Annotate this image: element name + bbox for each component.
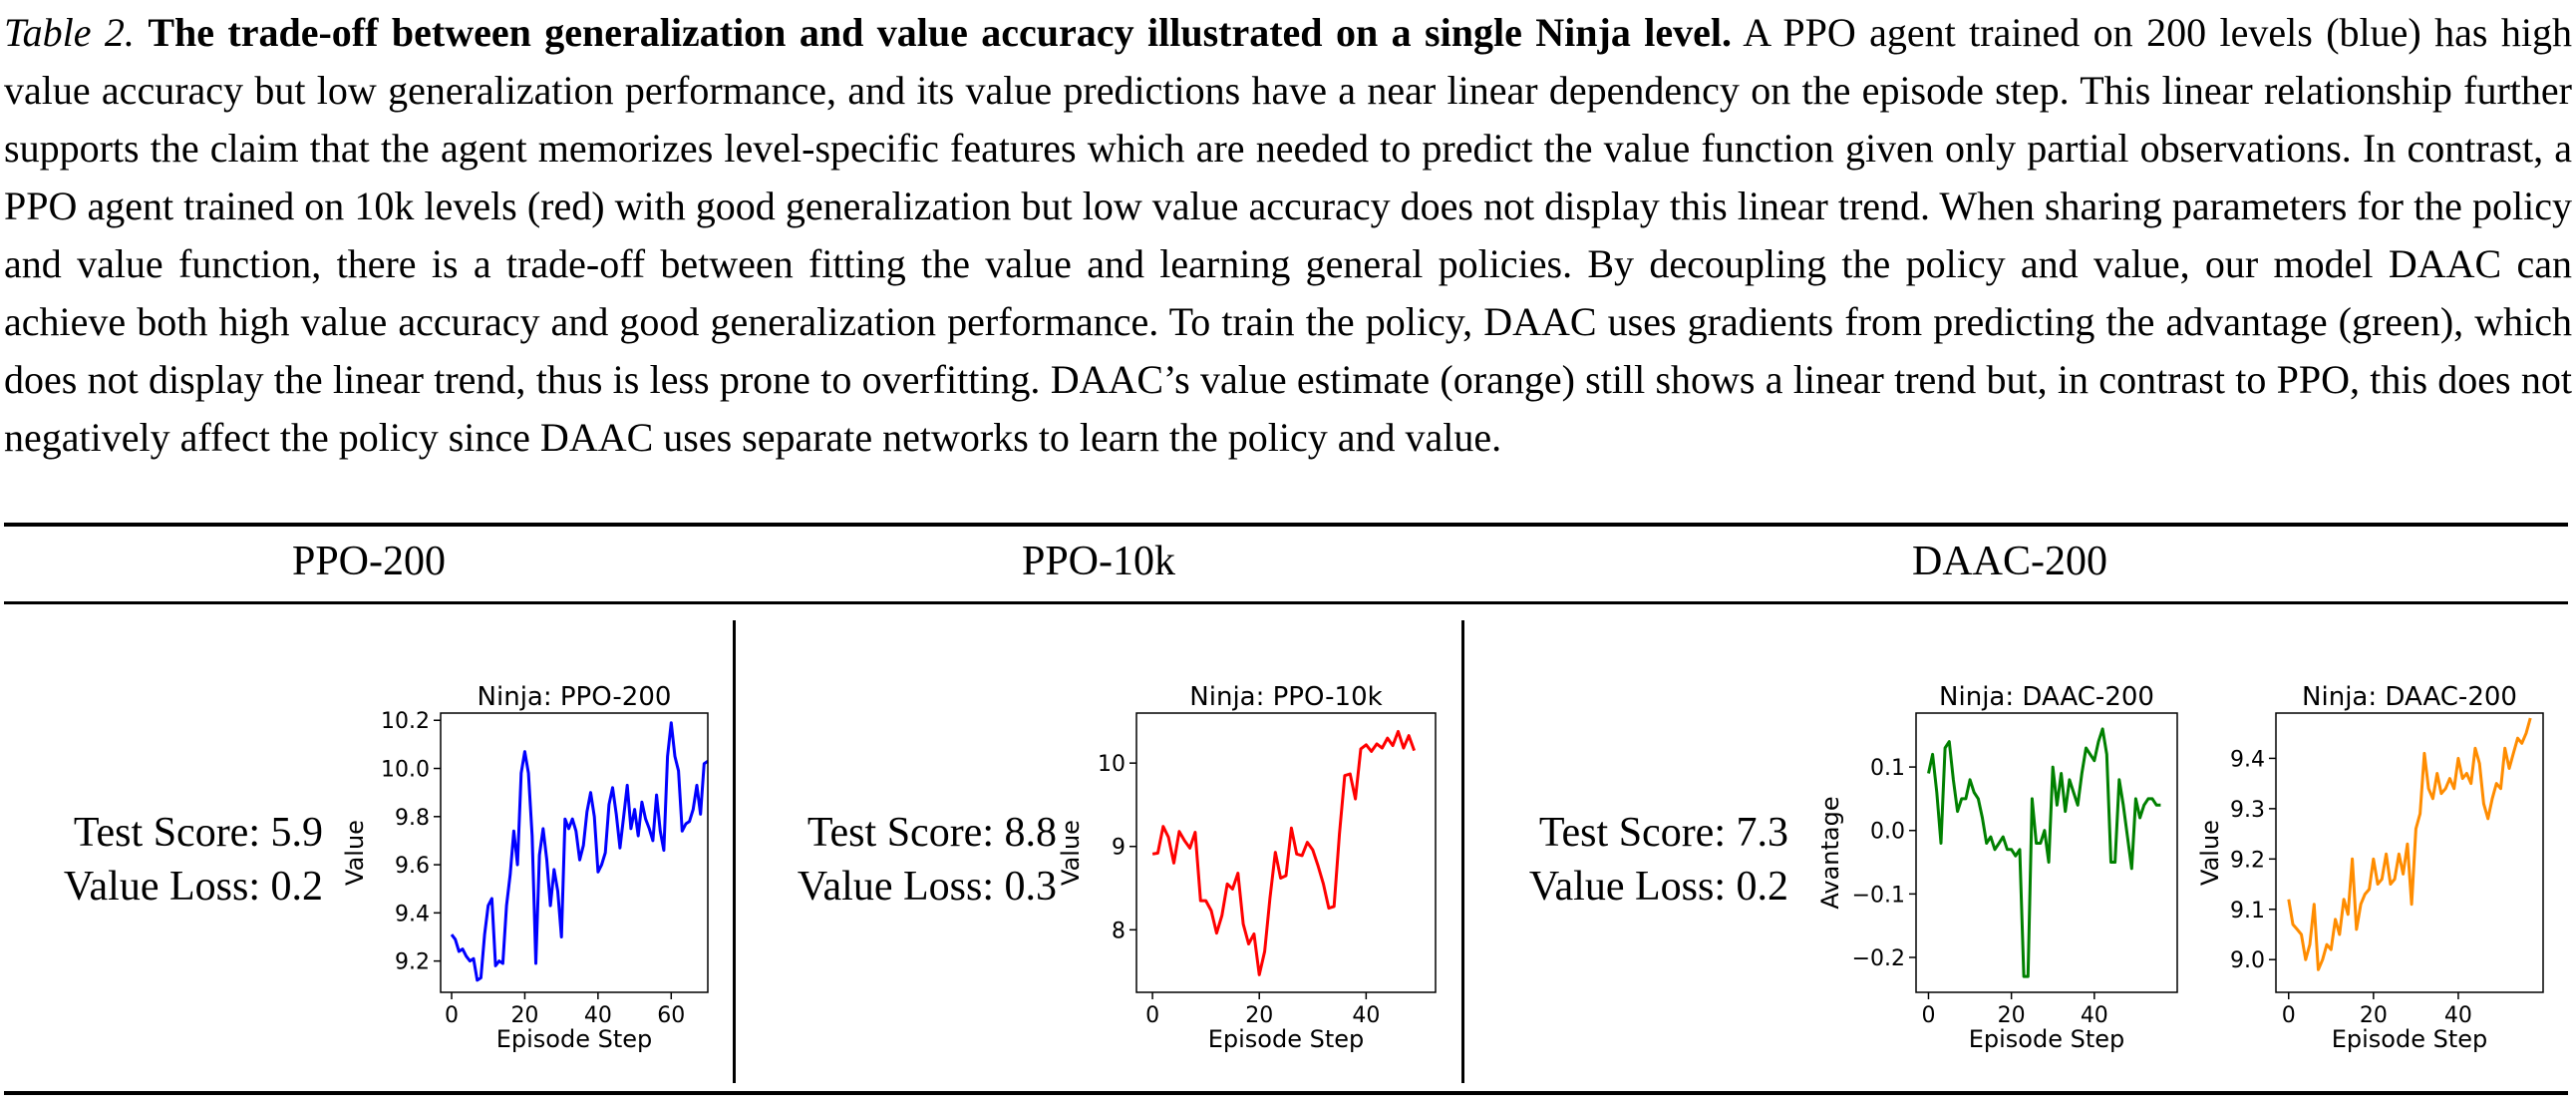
x-tick-label: 20 — [1998, 1003, 2026, 1028]
caption-title: The trade-off between generalization and… — [148, 10, 1732, 55]
y-tick-label: 9.4 — [2230, 747, 2265, 772]
y-axis-label: Value — [341, 820, 369, 886]
top-rule — [4, 523, 2568, 527]
ppo-200-chart: Ninja: PPO-200 0 20 40 60 9.2 9.4 9.6 9.8 10.0 10.… — [341, 682, 709, 1053]
series-line — [1151, 729, 1417, 976]
y-tick-label: 0.1 — [1870, 756, 1905, 781]
chart-title: Ninja: PPO-200 — [478, 682, 672, 712]
y-tick-label: 10 — [1098, 752, 1126, 777]
daac-200-value-chart: Ninja: DAAC-200 0 20 40 9.0 9.1 9.2 9.3 9.4 Episo… — [2196, 682, 2544, 1053]
y-tick-label: 9.6 — [395, 854, 430, 879]
y-tick-label: 9.2 — [2230, 848, 2265, 873]
test-score: Test Score: 7.3 — [1538, 810, 1788, 856]
plot-frame — [1915, 712, 2178, 993]
ppo-10k-chart: Ninja: PPO-10k 0 20 40 8 9 10 Episode Step Value — [1057, 682, 1437, 1053]
x-axis-label: Episode Step — [496, 1025, 653, 1053]
column-header-ppo-10k: PPO-10k — [1021, 539, 1176, 584]
x-tick-label: 40 — [584, 1003, 612, 1028]
series-line — [450, 721, 709, 982]
bottom-rule — [4, 1091, 2568, 1095]
x-tick-label: 40 — [2444, 1003, 2472, 1028]
y-tick-label: 8 — [1112, 919, 1126, 943]
column-header-daac-200: DAAC-200 — [1912, 539, 2107, 584]
test-score: Test Score: 8.8 — [806, 810, 1057, 856]
y-tick-label: 9.4 — [395, 902, 430, 926]
column-divider — [733, 620, 736, 1083]
x-tick-label: 40 — [2081, 1003, 2108, 1028]
y-tick-label: 9 — [1112, 836, 1126, 861]
x-tick-label: 0 — [445, 1003, 459, 1028]
x-tick-label: 0 — [1921, 1003, 1935, 1028]
y-axis-label: Value — [1057, 820, 1085, 886]
column-divider — [1461, 620, 1464, 1083]
daac-200-advantage-chart: Ninja: DAAC-200 0 20 40 −0.2 −0.1 0.0 0.1 Episod… — [1816, 682, 2178, 1053]
x-tick-label: 0 — [1145, 1003, 1159, 1028]
y-tick-label: 9.1 — [2230, 899, 2265, 924]
chart-title: Ninja: PPO-10k — [1189, 682, 1382, 712]
x-tick-label: 20 — [1245, 1003, 1273, 1028]
x-tick-label: 20 — [2360, 1003, 2388, 1028]
x-tick-label: 60 — [657, 1003, 685, 1028]
y-tick-label: 9.8 — [395, 806, 430, 831]
value-loss: Value Loss: 0.2 — [63, 864, 323, 910]
plot-frame — [2275, 712, 2544, 993]
x-tick-label: 0 — [2282, 1003, 2296, 1028]
chart-title: Ninja: DAAC-200 — [2302, 682, 2517, 712]
y-tick-label: 10.0 — [381, 758, 430, 783]
table-caption: Table 2. The trade-off between generaliz… — [4, 4, 2572, 467]
header-rule — [4, 601, 2568, 604]
plot-frame — [440, 712, 709, 993]
y-tick-label: 0.0 — [1870, 820, 1905, 845]
series-line — [2287, 717, 2532, 971]
y-tick-label: −0.2 — [1852, 946, 1905, 971]
x-axis-label: Episode Step — [1969, 1025, 2125, 1053]
value-loss: Value Loss: 0.2 — [1528, 864, 1788, 910]
y-tick-label: −0.1 — [1852, 883, 1905, 908]
chart-title: Ninja: DAAC-200 — [1939, 682, 2154, 712]
series-line — [1927, 727, 2161, 978]
x-axis-label: Episode Step — [1208, 1025, 1365, 1053]
y-tick-label: 9.2 — [395, 950, 430, 975]
y-tick-label: 9.3 — [2230, 798, 2265, 823]
caption-label: Table 2. — [4, 10, 135, 55]
test-score: Test Score: 5.9 — [73, 810, 323, 856]
value-loss: Value Loss: 0.3 — [797, 864, 1057, 910]
x-axis-label: Episode Step — [2332, 1025, 2488, 1053]
x-tick-label: 40 — [1352, 1003, 1380, 1028]
caption-body: A PPO agent trained on 200 levels (blue)… — [4, 10, 2573, 460]
column-header-ppo-200: PPO-200 — [291, 539, 447, 584]
y-tick-label: 9.0 — [2230, 948, 2265, 973]
y-axis-label: Avantage — [1816, 796, 1844, 909]
y-tick-label: 10.2 — [381, 709, 430, 734]
plot-frame — [1135, 712, 1437, 993]
x-tick-label: 20 — [510, 1003, 538, 1028]
y-axis-label: Value — [2196, 820, 2224, 886]
